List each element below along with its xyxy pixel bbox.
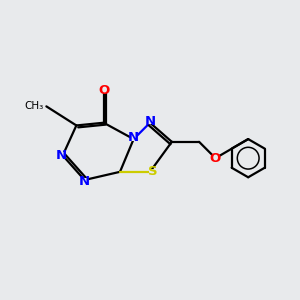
Text: N: N <box>144 115 156 128</box>
Bar <box>81 178 88 184</box>
Text: N: N <box>56 149 67 162</box>
Text: O: O <box>98 83 109 97</box>
Text: S: S <box>148 165 158 178</box>
Text: N: N <box>128 131 139 144</box>
Bar <box>148 169 157 175</box>
Bar <box>58 152 65 158</box>
Bar <box>130 135 137 141</box>
Text: CH₃: CH₃ <box>24 101 44 111</box>
Bar <box>212 155 219 161</box>
Text: O: O <box>210 152 221 165</box>
Text: N: N <box>79 175 90 188</box>
Bar <box>146 118 154 124</box>
Bar <box>100 87 107 93</box>
